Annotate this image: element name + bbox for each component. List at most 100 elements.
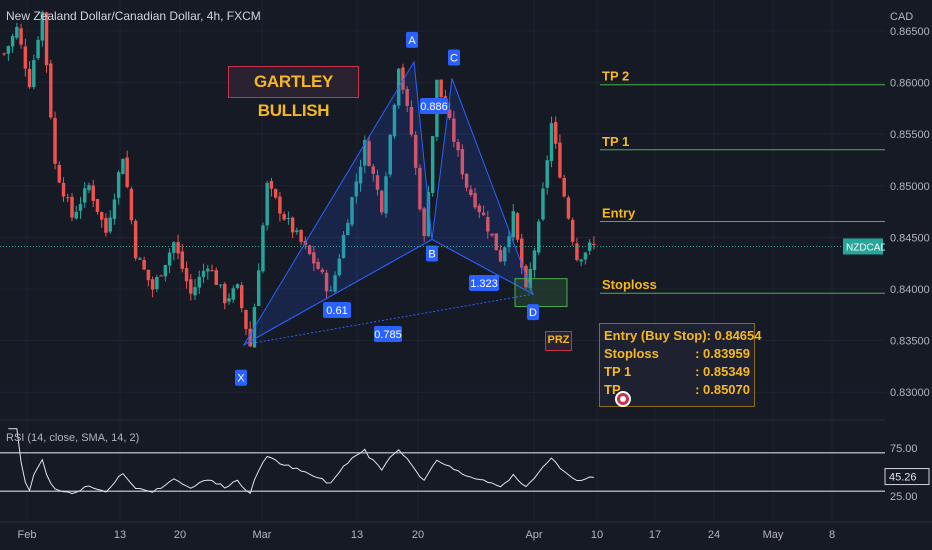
candle-body	[371, 166, 375, 174]
candle-body	[367, 140, 371, 166]
candle-body	[341, 235, 346, 258]
level-label-3: Stoploss	[602, 277, 657, 292]
candle-body	[15, 26, 19, 38]
candle-body	[172, 242, 176, 253]
candle-body	[261, 225, 265, 272]
candle-body	[498, 249, 503, 262]
time-tick-11: 8	[829, 529, 835, 541]
ratio-ac-label: 0.886	[420, 101, 448, 113]
candle-body	[197, 276, 202, 288]
candle-body	[57, 165, 61, 183]
candle-body	[405, 88, 409, 106]
candle-body	[363, 140, 367, 166]
candle-body	[201, 270, 206, 278]
candle-body	[426, 192, 431, 237]
pattern-title: GARTLEY BULLISH	[228, 66, 359, 120]
candle-body	[142, 260, 146, 270]
info-entry-label: Entry (Buy Stop)	[604, 328, 707, 343]
candle-body	[503, 247, 507, 262]
info-tp1-label: TP 1	[604, 364, 632, 379]
candle-body	[486, 217, 490, 232]
candle-body	[265, 182, 269, 226]
candle-body	[210, 270, 214, 272]
point-c-label-bg	[448, 49, 460, 66]
candle-body	[269, 181, 274, 189]
candle-body	[125, 157, 129, 188]
time-axis[interactable]: Feb 13 20 Mar 13 20 Apr 10 17 24 May 8	[0, 521, 932, 541]
rsi-tick-2: 25.00	[890, 491, 918, 503]
time-tick-8: 17	[649, 529, 661, 541]
candle-body	[439, 79, 443, 98]
candle-body	[23, 46, 28, 69]
candle-body	[570, 219, 575, 242]
candle-body	[286, 217, 291, 220]
candle-body	[10, 36, 15, 47]
candle-body	[447, 109, 452, 119]
price-tick-6: 0.83500	[890, 336, 930, 348]
candle-body	[163, 265, 168, 277]
candle-body	[256, 270, 261, 306]
candle-body	[19, 28, 23, 45]
candle-body	[562, 177, 566, 197]
rsi-value: 45.26	[889, 472, 917, 484]
candle-body	[541, 188, 545, 220]
time-tick-2: 20	[174, 529, 186, 541]
candle-body	[346, 222, 350, 236]
candle-body	[27, 68, 32, 88]
candle-body	[549, 123, 554, 162]
time-tick-4: 13	[351, 529, 363, 541]
candle-body	[146, 269, 151, 281]
candle-body	[592, 243, 596, 246]
info-row-entry: Entry (Buy Stop): 0.84654	[604, 327, 762, 345]
candle-body	[464, 173, 469, 188]
ratio-bd-label: 1.323	[470, 278, 498, 290]
ratio-bd-label-bg	[469, 275, 499, 291]
info-row-tp1: TP 1: 0.85349	[604, 363, 750, 381]
gartley-pattern: X A B C D 0.61 0.886 1.323 0.785	[235, 31, 568, 386]
price-axis[interactable]: CAD 0.86500 0.86000 0.85500 0.85000 0.84500 0.…	[885, 0, 932, 550]
eye-off-icon[interactable]	[615, 391, 631, 407]
symbol-tag: NZDCAD	[846, 242, 888, 253]
candle-body	[422, 208, 426, 236]
point-a-label: A	[408, 35, 416, 47]
candle-body	[66, 197, 70, 199]
price-tick-5: 0.84000	[890, 284, 930, 296]
candle-body	[329, 290, 333, 292]
candle-body	[380, 190, 384, 213]
candle-body	[129, 188, 134, 221]
candle-body	[223, 283, 227, 304]
symbol-title: New Zealand Dollar/Canadian Dollar, 4h, …	[6, 9, 261, 23]
rsi-line	[8, 428, 594, 495]
candle-body	[587, 242, 592, 251]
point-d-label-bg	[527, 304, 539, 321]
prz-zone	[514, 278, 568, 308]
candle-body	[61, 182, 66, 197]
candle-body	[401, 67, 405, 90]
candle-body	[91, 185, 95, 201]
candle-body	[520, 238, 524, 268]
pattern-xd-ratio-line	[243, 293, 534, 346]
candle-body	[40, 11, 45, 41]
candle-body	[273, 189, 278, 198]
candle-body	[324, 272, 329, 292]
candle-body	[375, 175, 380, 190]
ratio-xb-label-bg	[323, 302, 351, 318]
candle-body	[176, 242, 180, 254]
candle-body	[452, 118, 456, 142]
rsi-pane: 45.26	[0, 428, 930, 495]
candle-body	[469, 189, 473, 196]
candle-body	[460, 149, 465, 175]
candle-body	[36, 39, 40, 59]
candle-body	[350, 197, 354, 225]
candle-body	[184, 268, 189, 282]
info-entry-value: : 0.84654	[706, 328, 762, 343]
candle-body	[2, 53, 6, 55]
candle-body	[87, 185, 91, 191]
time-tick-0: Feb	[18, 529, 37, 541]
candle-body	[456, 142, 460, 151]
candle-body	[481, 212, 486, 216]
candle-body	[295, 230, 299, 232]
candle-body	[558, 142, 562, 178]
candle-body	[240, 285, 244, 309]
